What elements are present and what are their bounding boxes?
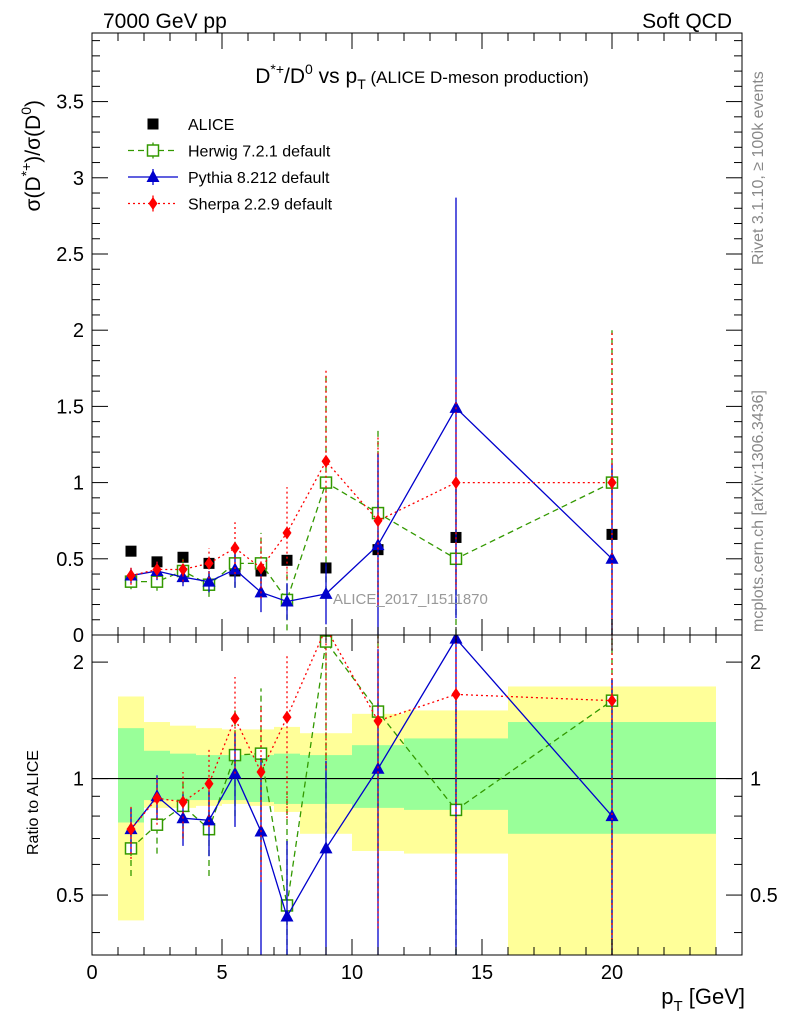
main-ytick-label: 0	[73, 625, 84, 647]
main-series-3-point	[282, 526, 292, 540]
legend-entry: Sherpa 2.2.9 default	[128, 195, 333, 214]
legend-label: ALICE	[188, 117, 234, 134]
ratio-ytick-label: 1	[73, 769, 84, 791]
ratio-series-2-point	[204, 777, 214, 791]
x-axis-label: pT [GeV]	[661, 984, 745, 1015]
ratio-series-2-line	[130, 635, 613, 830]
main-series-3-point	[607, 476, 617, 490]
legend-label: Herwig 7.2.1 default	[188, 144, 331, 161]
ratio-axes: 0.5 0.51 12 20 5 10 15 20	[56, 635, 778, 984]
ratio-series-2-point	[607, 694, 617, 708]
plot-title: D*+/D0 vs pT (ALICE D-meson production)	[255, 61, 589, 92]
main-ylabel: σ(D*+)/σ(D0)	[18, 100, 45, 212]
ratio-band-inner	[118, 728, 144, 823]
main-series-3-point	[204, 556, 214, 570]
xtick-label: 0	[86, 962, 97, 984]
ratio-series-2-point	[152, 791, 162, 805]
ratio-series-2-point	[282, 710, 292, 724]
legend-marker	[147, 118, 159, 130]
main-ytick-label: 2	[73, 320, 84, 342]
main-ytick-label: 3.5	[56, 92, 84, 114]
mcplots-label: mcplots.cern.ch [arXiv:1306.3436]	[750, 390, 767, 632]
main-series-layer	[124, 197, 619, 635]
legend-marker	[148, 197, 158, 210]
ratio-series-0-point	[254, 747, 268, 760]
legend-entry: Pythia 8.212 default	[128, 169, 330, 187]
main-series-2-point	[280, 594, 294, 607]
main-series-2-point	[202, 574, 216, 587]
ratio-series-1-point	[319, 841, 333, 854]
main-series-3-point	[373, 514, 383, 528]
ratio-band-layer	[92, 686, 742, 955]
ratio-series-1-point	[202, 813, 216, 826]
ratio-series-2-point	[256, 765, 266, 779]
ratio-ylabel: Ratio to ALICE	[25, 750, 42, 855]
main-series-3-point	[152, 562, 162, 576]
main-series-3-point	[178, 562, 188, 576]
main-series-2-point	[319, 586, 333, 599]
main-axes: 0 0.5 1 1.5 2 2.5 3 3.5	[56, 33, 742, 647]
ratio-series-2	[126, 635, 617, 955]
ratio-series-2-point	[230, 711, 240, 725]
main-series-0	[125, 528, 618, 577]
main-ytick-label: 2.5	[56, 244, 84, 266]
rivet-label: Rivet 3.1.10, ≥ 100k events	[750, 71, 767, 265]
ratio-ytick-label: 0.5	[56, 885, 84, 907]
ratio-ytick-label-right: 1	[750, 769, 761, 791]
ratio-series-2-point	[178, 795, 188, 809]
xtick-label: 15	[471, 962, 493, 984]
legend-marker	[146, 144, 160, 157]
main-series-2-line	[130, 406, 613, 603]
analysis-watermark: ALICE_2017_I1511870	[333, 591, 488, 608]
main-ytick-label: 1	[73, 473, 84, 495]
main-series-3-point	[256, 561, 266, 575]
legend-entry: Herwig 7.2.1 default	[128, 142, 331, 161]
legend: ALICE Herwig 7.2.1 default Pythia 8.212 de…	[128, 117, 333, 214]
xtick-label: 20	[601, 962, 623, 984]
legend-entry: ALICE	[147, 117, 234, 134]
main-series-0-point	[125, 545, 137, 557]
main-series-3-point	[126, 569, 136, 583]
ratio-series-1-point	[280, 909, 294, 922]
main-series-3-line	[130, 460, 612, 577]
ratio-panel-frame	[91, 634, 743, 956]
main-series-2-point	[449, 400, 463, 413]
main-series-0-point	[177, 551, 189, 563]
main-ytick-label: 0.5	[56, 549, 84, 571]
legend-label: Sherpa 2.2.9 default	[188, 197, 333, 214]
header-right: Soft QCD	[642, 10, 732, 33]
ratio-ytick-label-right: 0.5	[750, 885, 778, 907]
main-ytick-label: 3	[73, 168, 84, 190]
main-series-3	[126, 330, 617, 635]
main-series-2-point	[605, 551, 619, 564]
xtick-label: 5	[216, 962, 227, 984]
legend-label: Pythia 8.212 default	[188, 170, 330, 187]
ratio-ytick-label: 2	[73, 652, 84, 674]
ratio-series-2-point	[451, 687, 461, 701]
legend-marker	[146, 170, 160, 182]
main-series-0-point	[281, 554, 293, 566]
main-ytick-label: 1.5	[56, 396, 84, 418]
ratio-series-1-point	[605, 809, 619, 822]
ratio-series-2-point	[373, 714, 383, 728]
ratio-series-2-point	[126, 822, 136, 836]
header-left: 7000 GeV pp	[103, 10, 227, 33]
main-series-2	[124, 197, 619, 635]
main-series-3-point	[451, 476, 461, 490]
main-series-3-point	[321, 454, 331, 468]
main-series-2-point	[254, 585, 268, 598]
xtick-label: 10	[341, 962, 363, 984]
ratio-ytick-label-right: 2	[750, 652, 761, 674]
main-series-3-point	[230, 541, 240, 555]
